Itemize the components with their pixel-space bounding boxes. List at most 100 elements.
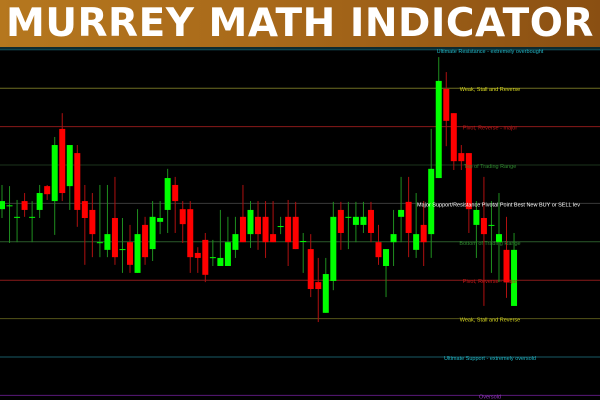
candle-body (488, 224, 495, 226)
candle (367, 201, 374, 243)
candle-body (405, 201, 412, 233)
candle (36, 184, 43, 218)
candle (104, 184, 111, 258)
candle-body (44, 186, 51, 195)
candle (450, 113, 457, 170)
candle-body (458, 153, 465, 162)
candle-body (503, 249, 510, 283)
candle (6, 186, 13, 243)
candle (480, 176, 487, 306)
candle-body (239, 216, 246, 243)
candle (465, 153, 472, 233)
candle (111, 176, 118, 265)
candle-body (51, 145, 58, 202)
candle (270, 201, 277, 243)
candle-body (367, 209, 374, 233)
candle (172, 176, 179, 233)
level-label: Ultimate Support - extremely oversold (444, 356, 536, 362)
candle-body (104, 234, 111, 250)
candle (74, 145, 81, 227)
candle (511, 232, 518, 306)
candle (292, 201, 299, 250)
candle-body (277, 226, 284, 228)
candle-body (443, 88, 450, 121)
candle (224, 216, 231, 266)
candle (202, 232, 209, 283)
level-label: Weak, Stall and Reverse (460, 318, 520, 324)
candle (428, 128, 435, 258)
candle (81, 184, 88, 265)
candle-body (119, 249, 126, 251)
candle-body (36, 193, 43, 210)
candle-body (428, 168, 435, 235)
candle (59, 113, 66, 202)
candle-body (164, 178, 171, 210)
candle (262, 201, 269, 258)
candle-body (473, 209, 480, 225)
candle-body (14, 216, 21, 218)
level-label: Weak, Stall and Reverse (460, 87, 520, 93)
candle (330, 201, 337, 291)
candle-body (157, 217, 164, 222)
candle (239, 184, 246, 243)
candle (277, 216, 284, 235)
candle (21, 193, 28, 217)
candle-body (285, 216, 292, 243)
level-label: Pivot, Reverse - major (463, 126, 518, 132)
candle-body (315, 282, 322, 290)
candle (458, 145, 465, 170)
banner-title: MURREY MATH INDICATOR (6, 1, 594, 46)
candle-body (420, 224, 427, 243)
candle (142, 216, 149, 265)
candle (383, 249, 390, 298)
candle-body (450, 113, 457, 162)
candle-body (149, 216, 156, 250)
candle (51, 136, 58, 235)
candle (503, 216, 510, 298)
candle-body (0, 201, 5, 210)
candle (255, 201, 262, 250)
candle-body (270, 234, 277, 243)
level-label: Bottom of Trading Range (459, 241, 520, 247)
title-banner: MURREY MATH INDICATOR (0, 0, 600, 49)
candle-body (330, 216, 337, 281)
candle-body (413, 234, 420, 250)
candle (217, 209, 224, 266)
candle (360, 201, 367, 233)
candle (232, 216, 239, 258)
candle (285, 199, 292, 266)
candle (413, 193, 420, 258)
candle (149, 201, 156, 261)
candle-body (209, 257, 216, 259)
candle-body (134, 234, 141, 273)
candle-body (6, 205, 13, 207)
candle (300, 232, 307, 273)
candle-body (29, 216, 36, 218)
candle (390, 209, 397, 266)
candle-body (322, 274, 329, 313)
level-label: Pivot, Reverse - major (463, 279, 518, 285)
candle (315, 257, 322, 323)
candle-body (360, 216, 367, 225)
candle-body (255, 216, 262, 235)
candle-body (398, 209, 405, 217)
candle-body (59, 128, 66, 194)
candle-body (21, 201, 28, 210)
candle-body (307, 249, 314, 290)
candles (0, 57, 518, 323)
candle (495, 193, 502, 283)
candle-body (300, 241, 307, 243)
candle (488, 201, 495, 273)
candle-body (511, 249, 518, 306)
candle (119, 217, 126, 273)
candle (398, 176, 405, 243)
candle (209, 239, 216, 266)
candle (44, 184, 51, 200)
level-label: Major Support/Resistance Pivotal Point B… (417, 202, 580, 208)
candle-body (337, 209, 344, 233)
candle-body (480, 217, 487, 235)
level-label: Ultimate Resistance - extremely overboug… (437, 49, 544, 55)
level-label: Oversold (479, 394, 501, 400)
